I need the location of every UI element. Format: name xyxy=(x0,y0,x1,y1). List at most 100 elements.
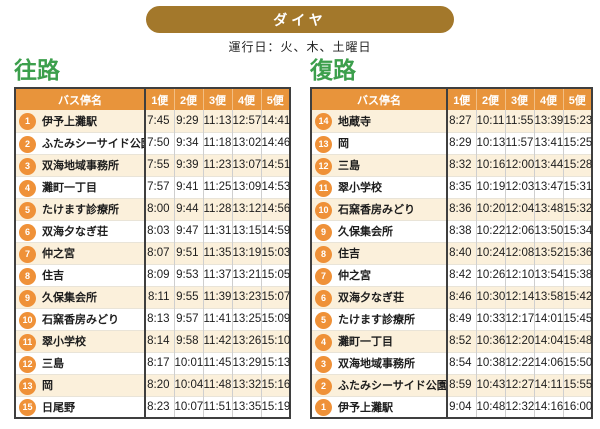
time-cell: 8:29 xyxy=(446,131,476,154)
stop-name: 仲之宮 xyxy=(39,241,145,264)
time-cell: 11:48 xyxy=(202,373,232,396)
time-cell: 13:12 xyxy=(231,197,261,220)
stop-name: 岡 xyxy=(335,131,447,154)
inbound-title: 復路 xyxy=(310,57,356,83)
time-cell: 9:53 xyxy=(173,263,203,286)
stop-number-cell: 4 xyxy=(311,329,335,352)
time-cell: 9:29 xyxy=(173,110,203,132)
time-cell: 13:41 xyxy=(533,131,563,154)
inbound-timetable: バス停名 1便 2便 3便 4便 5便 14 地蔵寺 8:27 10:11 11:55 1… xyxy=(310,87,593,419)
table-row: 13 岡 8:20 10:04 11:48 13:32 15:16 xyxy=(15,373,290,396)
time-cell: 10:04 xyxy=(173,373,203,396)
table-row: 3 双海地域事務所 8:54 10:38 12:22 14:06 15:50 xyxy=(311,351,592,374)
stop-number-cell: 6 xyxy=(15,219,39,242)
stop-number-cell: 5 xyxy=(15,197,39,220)
time-cell: 10:20 xyxy=(475,197,505,220)
stop-number-cell: 13 xyxy=(15,373,39,396)
time-cell: 13:07 xyxy=(231,153,261,176)
time-cell: 10:33 xyxy=(475,307,505,330)
time-cell: 11:37 xyxy=(202,263,232,286)
stop-number-cell: 4 xyxy=(15,175,39,198)
time-cell: 14:51 xyxy=(260,153,290,176)
stop-number-cell: 2 xyxy=(15,131,39,154)
time-cell: 13:26 xyxy=(231,329,261,352)
time-cell: 13:39 xyxy=(533,110,563,132)
time-cell: 15:34 xyxy=(562,219,592,242)
stop-name: 久保集会所 xyxy=(335,219,447,242)
table-row: 12 三島 8:17 10:01 11:45 13:29 15:13 xyxy=(15,351,290,374)
time-cell: 10:13 xyxy=(475,131,505,154)
stop-name: 双海夕なぎ荘 xyxy=(39,219,145,242)
table-row: 13 岡 8:29 10:13 11:57 13:41 15:25 xyxy=(311,131,592,154)
time-cell: 13:21 xyxy=(231,263,261,286)
time-cell: 9:55 xyxy=(173,285,203,308)
stop-number-badge: 4 xyxy=(315,333,332,351)
stop-number-cell: 10 xyxy=(15,307,39,330)
time-cell: 15:25 xyxy=(562,131,592,154)
time-cell: 10:30 xyxy=(475,285,505,308)
time-cell: 13:23 xyxy=(231,285,261,308)
stop-number-badge: 12 xyxy=(315,157,332,175)
time-cell: 10:07 xyxy=(173,395,203,418)
stop-name: 仲之宮 xyxy=(335,263,447,286)
stop-number-cell: 14 xyxy=(311,110,335,132)
stop-number-badge: 10 xyxy=(315,201,332,219)
time-cell: 8:36 xyxy=(446,197,476,220)
time-cell: 13:47 xyxy=(533,175,563,198)
stop-number-cell: 8 xyxy=(15,263,39,286)
time-cell: 10:38 xyxy=(475,351,505,374)
time-cell: 12:14 xyxy=(504,285,534,308)
time-cell: 12:57 xyxy=(231,110,261,132)
column-header-trip-5: 5便 xyxy=(260,88,290,110)
time-cell: 13:44 xyxy=(533,153,563,176)
time-cell: 13:50 xyxy=(533,219,563,242)
table-row: 7 仲之宮 8:07 9:51 11:35 13:19 15:03 xyxy=(15,241,290,264)
time-cell: 12:10 xyxy=(504,263,534,286)
stop-number-cell: 12 xyxy=(311,153,335,176)
time-cell: 9:44 xyxy=(173,197,203,220)
time-cell: 8:54 xyxy=(446,351,476,374)
time-cell: 10:36 xyxy=(475,329,505,352)
stop-number-badge: 6 xyxy=(315,289,332,307)
stop-number-cell: 15 xyxy=(15,395,39,418)
stop-number-cell: 3 xyxy=(311,351,335,374)
stop-name: ふたみシーサイド公園 xyxy=(39,131,145,154)
time-cell: 11:39 xyxy=(202,285,232,308)
table-row: 6 双海夕なぎ荘 8:46 10:30 12:14 13:58 15:42 xyxy=(311,285,592,308)
time-cell: 9:51 xyxy=(173,241,203,264)
stop-name: 双海夕なぎ荘 xyxy=(335,285,447,308)
stop-number-badge: 11 xyxy=(315,179,332,197)
stop-number-badge: 1 xyxy=(315,399,332,417)
stop-name: 住吉 xyxy=(335,241,447,264)
time-cell: 14:53 xyxy=(260,175,290,198)
table-row: 9 久保集会所 8:11 9:55 11:39 13:23 15:07 xyxy=(15,285,290,308)
stop-number-badge: 3 xyxy=(19,157,36,175)
stop-name: たけます診療所 xyxy=(39,197,145,220)
column-header-trip-1: 1便 xyxy=(447,88,476,110)
time-cell: 10:43 xyxy=(475,373,505,396)
stop-name: ふたみシーサイド公園 xyxy=(335,373,447,396)
stop-number-badge: 9 xyxy=(19,289,36,307)
time-cell: 15:55 xyxy=(562,373,592,396)
stop-number-cell: 11 xyxy=(311,175,335,198)
stop-name: 双海地域事務所 xyxy=(335,351,447,374)
outbound-title: 往路 xyxy=(14,57,60,83)
stop-number-cell: 1 xyxy=(15,110,39,132)
stop-name: 双海地域事務所 xyxy=(39,153,145,176)
table-row: 10 石窯香房みどり 8:13 9:57 11:41 13:25 15:09 xyxy=(15,307,290,330)
time-cell: 10:16 xyxy=(475,153,505,176)
time-cell: 15:09 xyxy=(260,307,290,330)
time-cell: 15:38 xyxy=(562,263,592,286)
time-cell: 11:41 xyxy=(202,307,232,330)
stop-number-badge: 13 xyxy=(19,377,36,395)
time-cell: 15:19 xyxy=(260,395,290,418)
time-cell: 14:06 xyxy=(533,351,563,374)
time-cell: 11:25 xyxy=(202,175,232,198)
table-row: 11 翠小学校 8:35 10:19 12:03 13:47 15:31 xyxy=(311,175,592,198)
time-cell: 12:22 xyxy=(504,351,534,374)
time-cell: 9:58 xyxy=(173,329,203,352)
stop-name: たけます診療所 xyxy=(335,307,447,330)
table-row: 15 日尾野 8:23 10:07 11:51 13:35 15:19 xyxy=(15,395,290,418)
table-row: 7 仲之宮 8:42 10:26 12:10 13:54 15:38 xyxy=(311,263,592,286)
time-cell: 13:54 xyxy=(533,263,563,286)
